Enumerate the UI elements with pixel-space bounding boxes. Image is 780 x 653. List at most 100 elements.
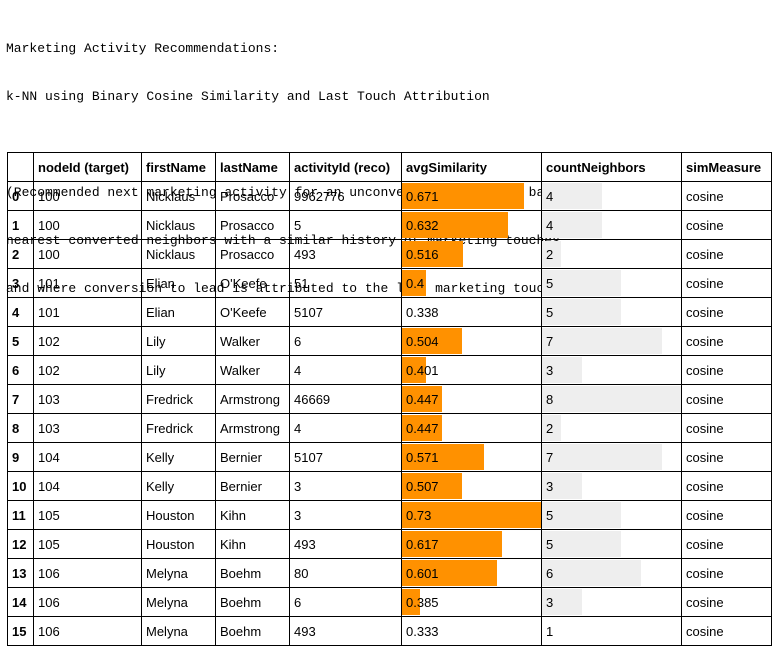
cell-avg-similarity-bar (402, 183, 525, 209)
cell-avg-similarity: 0.504 (401, 326, 542, 356)
cell-first-name: Fredrick (141, 413, 216, 443)
cell-count-neighbors-bar (542, 386, 681, 412)
cell-node-id: 106 (33, 558, 142, 588)
table-row: 6 102 Lily Walker 4 0.401 3 cosine (7, 355, 772, 385)
cell-avg-similarity-bar (402, 589, 421, 615)
cell-activity-id: 80 (289, 558, 402, 588)
cell-avg-similarity: 0.447 (401, 384, 542, 414)
table-row: 13 106 Melyna Boehm 80 0.601 6 cosine (7, 558, 772, 588)
cell-avg-similarity: 0.333 (401, 616, 542, 646)
cell-count-neighbors-value: 3 (546, 478, 554, 494)
cell-count-neighbors-value: 5 (546, 304, 554, 320)
cell-last-name: Boehm (215, 558, 290, 588)
cell-count-neighbors: 3 (541, 471, 682, 501)
cell-avg-similarity: 0.401 (401, 355, 542, 385)
cell-first-name: Fredrick (141, 384, 216, 414)
cell-count-neighbors-bar (542, 589, 583, 615)
row-index: 9 (7, 442, 34, 472)
cell-node-id: 101 (33, 297, 142, 327)
table-row: 14 106 Melyna Boehm 6 0.385 3 cosine (7, 587, 772, 617)
row-index: 11 (7, 500, 34, 530)
cell-avg-similarity-bar (402, 502, 541, 528)
table-row: 9 104 Kelly Bernier 5107 0.571 7 cosine (7, 442, 772, 472)
cell-avg-similarity: 0.671 (401, 181, 542, 211)
cell-avg-similarity: 0.507 (401, 471, 542, 501)
cell-count-neighbors-bar (542, 183, 602, 209)
row-index: 0 (7, 181, 34, 211)
cell-avg-similarity-value: 0.385 (406, 594, 439, 610)
cell-sim-measure: cosine (681, 616, 772, 646)
cell-count-neighbors-value: 3 (546, 362, 554, 378)
cell-count-neighbors-value: 4 (546, 217, 554, 233)
col-header-node-id: nodeId (target) (33, 152, 142, 182)
cell-count-neighbors: 5 (541, 297, 682, 327)
cell-node-id: 104 (33, 471, 142, 501)
cell-avg-similarity-bar (402, 357, 426, 383)
cell-activity-id: 493 (289, 529, 402, 559)
cell-count-neighbors-bar (542, 357, 583, 383)
cell-count-neighbors: 1 (541, 616, 682, 646)
cell-last-name: Kihn (215, 500, 290, 530)
table-row: 2 100 Nicklaus Prosacco 493 0.516 2 cosine (7, 239, 772, 269)
col-header-first-name: firstName (141, 152, 216, 182)
cell-sim-measure: cosine (681, 297, 772, 327)
cell-sim-measure: cosine (681, 500, 772, 530)
table-row: 11 105 Houston Kihn 3 0.73 5 cosine (7, 500, 772, 530)
cell-avg-similarity: 0.601 (401, 558, 542, 588)
cell-count-neighbors-bar (542, 299, 622, 325)
cell-avg-similarity-value: 0.671 (406, 188, 439, 204)
cell-avg-similarity-bar (402, 415, 443, 441)
cell-sim-measure: cosine (681, 442, 772, 472)
cell-avg-similarity: 0.338 (401, 297, 542, 327)
cell-sim-measure: cosine (681, 413, 772, 443)
cell-count-neighbors: 5 (541, 500, 682, 530)
cell-count-neighbors-value: 3 (546, 594, 554, 610)
cell-activity-id: 6 (289, 587, 402, 617)
cell-activity-id: 51 (289, 268, 402, 298)
cell-avg-similarity: 0.73 (401, 500, 542, 530)
cell-avg-similarity-value: 0.401 (406, 362, 439, 378)
row-index: 8 (7, 413, 34, 443)
cell-activity-id: 46669 (289, 384, 402, 414)
cell-count-neighbors-bar (542, 212, 602, 238)
cell-avg-similarity-value: 0.571 (406, 449, 439, 465)
cell-avg-similarity-value: 0.333 (406, 623, 439, 639)
cell-last-name: Walker (215, 326, 290, 356)
cell-first-name: Houston (141, 500, 216, 530)
cell-last-name: Boehm (215, 587, 290, 617)
cell-first-name: Kelly (141, 471, 216, 501)
table-row: 12 105 Houston Kihn 493 0.617 5 cosine (7, 529, 772, 559)
row-index: 6 (7, 355, 34, 385)
table-row: 5 102 Lily Walker 6 0.504 7 cosine (7, 326, 772, 356)
cell-node-id: 104 (33, 442, 142, 472)
cell-first-name: Nicklaus (141, 210, 216, 240)
row-index: 1 (7, 210, 34, 240)
title-line-1: Marketing Activity Recommendations: (6, 41, 280, 56)
cell-activity-id: 6 (289, 326, 402, 356)
cell-node-id: 100 (33, 210, 142, 240)
cell-avg-similarity-value: 0.447 (406, 391, 439, 407)
cell-last-name: Prosacco (215, 239, 290, 269)
cell-avg-similarity-bar (402, 328, 462, 354)
cell-count-neighbors: 2 (541, 239, 682, 269)
cell-count-neighbors-value: 1 (546, 623, 554, 639)
col-header-count-neighbors: countNeighbors (541, 152, 682, 182)
cell-node-id: 105 (33, 500, 142, 530)
cell-avg-similarity-bar (402, 386, 443, 412)
col-header-activity-id: activityId (reco) (289, 152, 402, 182)
cell-node-id: 100 (33, 239, 142, 269)
cell-avg-similarity-value: 0.338 (406, 304, 439, 320)
cell-last-name: Armstrong (215, 384, 290, 414)
cell-count-neighbors-value: 7 (546, 449, 554, 465)
cell-first-name: Melyna (141, 587, 216, 617)
cell-sim-measure: cosine (681, 558, 772, 588)
row-index: 7 (7, 384, 34, 414)
cell-count-neighbors: 4 (541, 210, 682, 240)
cell-count-neighbors: 7 (541, 442, 682, 472)
cell-count-neighbors-value: 2 (546, 420, 554, 436)
cell-first-name: Lily (141, 355, 216, 385)
cell-count-neighbors: 5 (541, 268, 682, 298)
cell-activity-id: 4 (289, 413, 402, 443)
cell-last-name: Armstrong (215, 413, 290, 443)
row-index: 2 (7, 239, 34, 269)
